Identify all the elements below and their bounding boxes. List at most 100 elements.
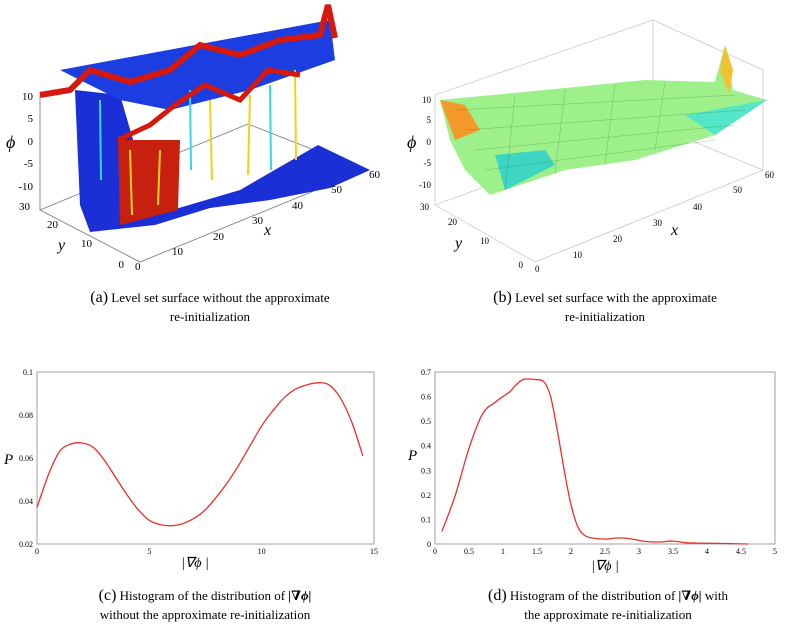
histogram-c-xlabel: |∇ϕ | [181, 556, 209, 570]
surface-b-z-tick: 10 [422, 95, 432, 105]
caption-d-after: with [704, 588, 728, 603]
d-ytick-label: 0.4 [421, 442, 431, 451]
histogram-d-series-line [441, 378, 748, 545]
caption-c-line2: without the approximate re-initializatio… [99, 607, 311, 622]
surface-a-z-tick: 0 [28, 136, 34, 148]
caption-c-math: |∇ϕ| [288, 588, 312, 603]
surface-b-x-tick: 60 [765, 170, 775, 180]
surface-b-x-tick: 0 [535, 264, 540, 274]
surface-a-z-tick: 5 [28, 113, 34, 125]
histogram-c-chart: 0.1 0.08 0.06 0.04 0.02 0 5 10 15 P |∇ϕ | [3, 368, 378, 570]
surface-a-x-tick: 40 [292, 200, 304, 212]
surface-a-x-tick: 50 [331, 184, 343, 196]
d-xtick-label: 3.5 [668, 547, 678, 556]
d-xtick-label: 2 [569, 547, 573, 556]
surface-b-y-tick: 0 [519, 260, 524, 270]
surface-b-cyan-valley [495, 150, 555, 190]
surface-a-plot: ϕ y x 10 5 0 -5 -10 30 20 10 0 0 10 20 3… [6, 4, 381, 273]
surface-b-y-label: y [453, 235, 463, 252]
surface-a-x-label: x [263, 222, 271, 239]
caption-b-line2: re-initialization [564, 309, 646, 324]
d-xtick-label: 4.5 [736, 547, 746, 556]
histogram-d-chart: 0.7 0.6 0.5 0.4 0.3 0.2 0.1 0 0 0.5 1 1.5 2 2.5 3 3.5 4… [407, 368, 777, 574]
surface-b-x-tick: 10 [573, 250, 583, 260]
surface-a-x-tick: 0 [135, 261, 141, 273]
surface-b-y-tick: 20 [448, 217, 458, 227]
surface-b-flat-region [685, 100, 767, 135]
d-ytick-label: 0.2 [421, 491, 431, 500]
caption-a-line1: Level set surface without the approximat… [111, 290, 330, 305]
surface-a-y-tick: 20 [47, 219, 59, 231]
c-xtick-label: 10 [258, 547, 266, 556]
caption-b-line1: Level set surface with the approximate [515, 290, 717, 305]
caption-a-line2: re-initialization [169, 309, 251, 324]
surface-a-z-tick: 10 [22, 91, 34, 103]
surface-a-red-face [118, 140, 180, 225]
c-ytick-label: 0.02 [19, 540, 33, 549]
caption-a-tag: (a) [90, 289, 109, 306]
d-ytick-label: 0.5 [421, 417, 431, 426]
caption-b: (b) Level set surface with the approxima… [460, 288, 750, 326]
caption-c-tag: (c) [98, 587, 117, 604]
d-xtick-label: 2.5 [600, 547, 610, 556]
surface-b-z-tick: -10 [419, 180, 431, 190]
d-xtick-label: 4 [705, 547, 709, 556]
histogram-c-frame [36, 371, 375, 545]
surface-a-x-tick: 30 [252, 215, 264, 227]
surface-b-x-tick: 40 [693, 202, 703, 212]
d-ytick-label: 0.3 [421, 466, 431, 475]
c-xtick-label: 15 [370, 547, 378, 556]
caption-d-line1: Histogram of the distribution of [509, 588, 676, 603]
c-ytick-label: 0.06 [19, 454, 33, 463]
surface-b-orange-edge [440, 100, 480, 140]
c-xtick-label: 5 [147, 547, 151, 556]
caption-a: (a) Level set surface without the approx… [60, 288, 360, 326]
surface-b-z-tick: 5 [427, 115, 432, 125]
caption-c-line1: Histogram of the distribution of [119, 588, 286, 603]
surface-a-y-tick: 0 [119, 259, 125, 271]
histogram-d-xlabel: |∇ϕ | [591, 559, 619, 574]
surface-b-x-tick: 20 [613, 234, 623, 244]
d-xtick-label: 0 [433, 547, 437, 556]
surface-a-y-tick: 30 [19, 201, 31, 213]
d-xtick-label: 1 [501, 547, 505, 556]
caption-b-tag: (b) [493, 289, 512, 306]
surface-a-y-label: y [56, 237, 66, 254]
surface-b-z-tick: -5 [424, 158, 432, 168]
histogram-d-frame [434, 371, 776, 545]
surface-b-mesh [454, 81, 746, 191]
d-xtick-label: 0.5 [464, 547, 474, 556]
surface-b-plot: ϕ y x 10 5 0 -5 -10 30 20 10 0 0 10 20 3… [407, 19, 775, 274]
d-xtick-label: 3 [637, 547, 641, 556]
caption-d-tag: (d) [488, 587, 507, 604]
surface-a-y-tick: 10 [81, 238, 93, 250]
surface-a-z-label: ϕ [6, 132, 15, 152]
surface-a-x-tick: 60 [369, 169, 381, 181]
surface-a-z-tick: -5 [24, 158, 34, 170]
c-ytick-label: 0.08 [19, 411, 33, 420]
surface-a-ridge [39, 4, 338, 98]
surface-a-inner-ridge [116, 67, 301, 143]
surface-a-z-tick: -10 [18, 181, 33, 193]
caption-d-line2: the approximate re-initialization [524, 607, 692, 622]
c-ytick-label: 0.1 [23, 368, 33, 377]
surface-b-z-label: ϕ [407, 132, 416, 152]
surface-a-yellow-spikes [129, 69, 297, 216]
surface-b-z-tick: 0 [427, 137, 432, 147]
histogram-d-ylabel: P [407, 448, 417, 464]
surface-a-x-tick: 10 [172, 246, 184, 258]
surface-b-peak [720, 45, 733, 95]
caption-c: (c) Histogram of the distribution of |∇ϕ… [55, 586, 355, 624]
caption-d: (d) Histogram of the distribution of |∇ϕ… [448, 586, 768, 624]
histogram-c-ylabel: P [3, 452, 13, 468]
caption-d-math: |∇ϕ| [678, 588, 702, 603]
histogram-c-series-line [36, 382, 364, 527]
c-ytick-label: 0.04 [19, 497, 33, 506]
c-xtick-label: 0 [35, 547, 39, 556]
d-xtick-label: 1.5 [532, 547, 542, 556]
d-ytick-label: 0.6 [421, 393, 431, 402]
d-xtick-label: 5 [773, 547, 777, 556]
surface-b-x-tick: 30 [653, 218, 663, 228]
surface-a-x-tick: 20 [213, 231, 225, 243]
d-ytick-label: 0.7 [421, 368, 431, 377]
